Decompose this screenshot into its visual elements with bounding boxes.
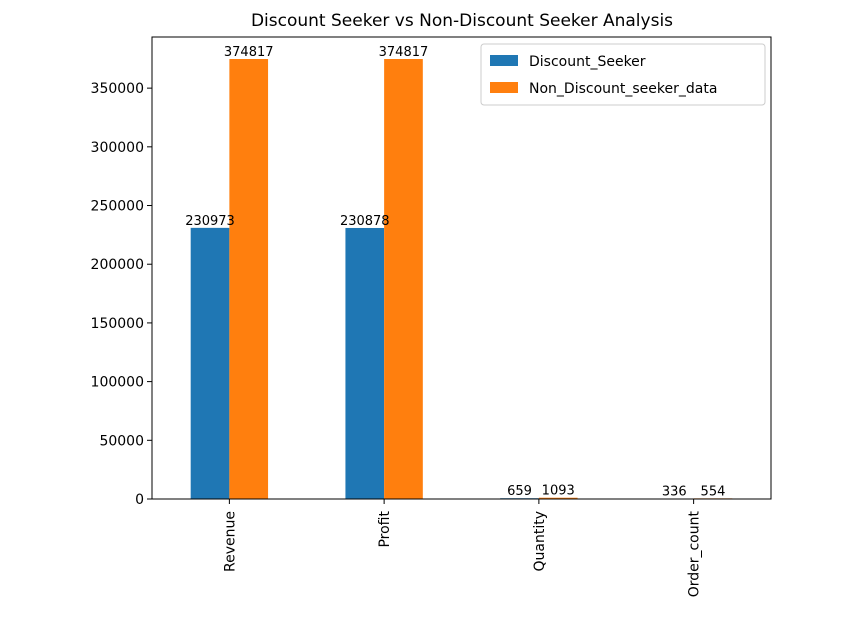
legend-swatch (490, 82, 518, 93)
axes-frame (151, 36, 772, 500)
y-tick-label: 300000 (91, 140, 144, 156)
data-label: 230878 (340, 214, 390, 229)
y-tick-label: 0 (135, 492, 144, 508)
bar-profit-series-1 (345, 227, 385, 499)
x-tick-label-quantity: Quantity (532, 511, 548, 572)
data-label: 374817 (379, 45, 429, 60)
data-label: 659 (507, 484, 532, 499)
bar-revenue-series-1 (190, 227, 230, 500)
x-tick-label-revenue: Revenue (222, 511, 238, 572)
y-tick-label: 250000 (91, 199, 144, 215)
x-tick-label-order_count: Order_count (687, 511, 703, 598)
legend-swatch (490, 55, 518, 66)
bar-quantity-series-2 (538, 497, 578, 499)
y-tick-label: 350000 (91, 81, 144, 97)
y-tick-label: 200000 (91, 257, 144, 273)
legend-label: Discount_Seeker (529, 54, 646, 70)
data-label: 1093 (542, 484, 575, 499)
legend: Discount_Seeker Non_Discount_seeker_data (480, 43, 766, 106)
chart-title: Discount Seeker vs Non-Discount Seeker A… (251, 11, 673, 31)
data-label: 554 (701, 484, 726, 499)
legend-label: Non_Discount_seeker_data (529, 81, 717, 97)
y-tick-label: 50000 (99, 433, 144, 449)
y-tick-label: 150000 (91, 316, 144, 332)
y-tick-label: 100000 (91, 375, 144, 391)
bar-revenue-series-2 (229, 58, 269, 499)
bar-profit-series-2 (384, 58, 423, 499)
data-label: 230973 (185, 214, 235, 229)
data-label: 374817 (224, 45, 274, 60)
data-label: 336 (662, 485, 687, 500)
x-tick-label-profit: Profit (377, 511, 393, 548)
